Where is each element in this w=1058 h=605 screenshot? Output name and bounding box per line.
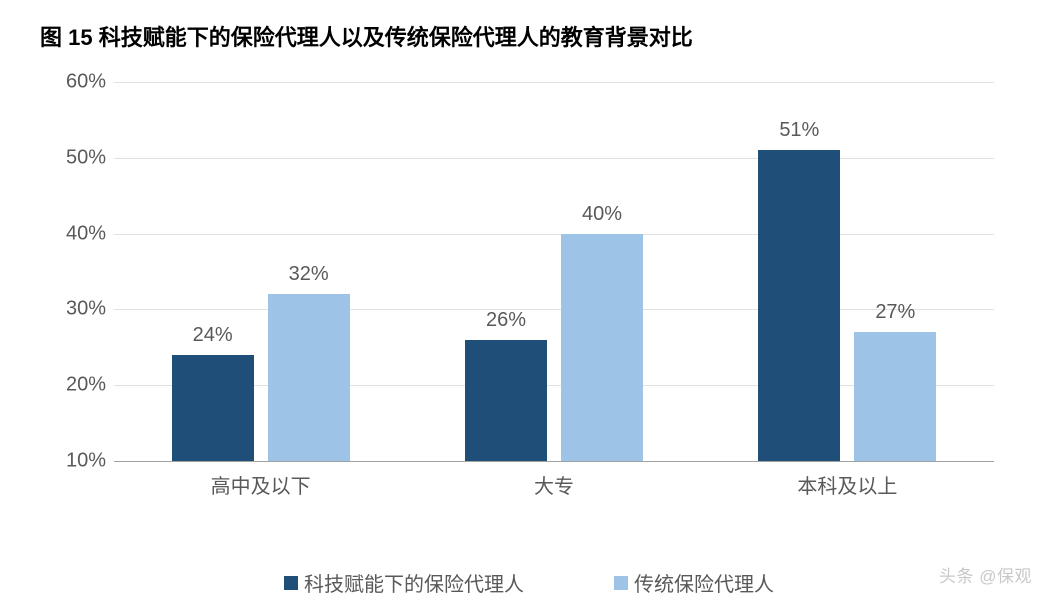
gridline	[114, 309, 994, 310]
x-tick-label: 高中及以下	[211, 470, 311, 499]
bar-value-label: 27%	[875, 301, 915, 324]
bar-value-label: 32%	[289, 263, 329, 286]
bar	[172, 355, 254, 461]
legend-label: 科技赋能下的保险代理人	[304, 568, 524, 597]
y-tick-label: 40%	[46, 222, 106, 245]
y-tick-label: 60%	[46, 71, 106, 94]
chart-plot: 24% 32% 26% 40% 51% 27%	[114, 82, 994, 462]
bar-value-label: 26%	[486, 309, 526, 332]
x-tick-label: 大专	[534, 470, 574, 499]
y-tick-label: 10%	[46, 450, 106, 473]
legend-swatch	[284, 576, 298, 590]
bar	[268, 294, 350, 461]
y-tick-label: 30%	[46, 298, 106, 321]
y-tick-label: 20%	[46, 374, 106, 397]
bar-value-label: 24%	[193, 324, 233, 347]
chart-area: 24% 32% 26% 40% 51% 27% 10% 20% 30% 40% 50% 60% 高中及…	[40, 72, 1020, 512]
gridline	[114, 158, 994, 159]
x-tick-label: 本科及以上	[797, 470, 897, 499]
gridline	[114, 82, 994, 83]
gridline	[114, 234, 994, 235]
watermark: 头条 @保观	[939, 562, 1032, 587]
y-tick-label: 50%	[46, 146, 106, 169]
legend-item: 科技赋能下的保险代理人	[284, 568, 524, 597]
legend-label: 传统保险代理人	[634, 568, 774, 597]
bar	[854, 332, 936, 461]
legend-item: 传统保险代理人	[614, 568, 774, 597]
bar-value-label: 40%	[582, 203, 622, 226]
chart-title: 图 15 科技赋能下的保险代理人以及传统保险代理人的教育背景对比	[40, 20, 1028, 52]
bar-value-label: 51%	[779, 119, 819, 142]
chart-legend: 科技赋能下的保险代理人 传统保险代理人	[0, 568, 1058, 597]
bar	[561, 234, 643, 461]
bar	[758, 150, 840, 461]
bar	[465, 340, 547, 461]
legend-swatch	[614, 576, 628, 590]
